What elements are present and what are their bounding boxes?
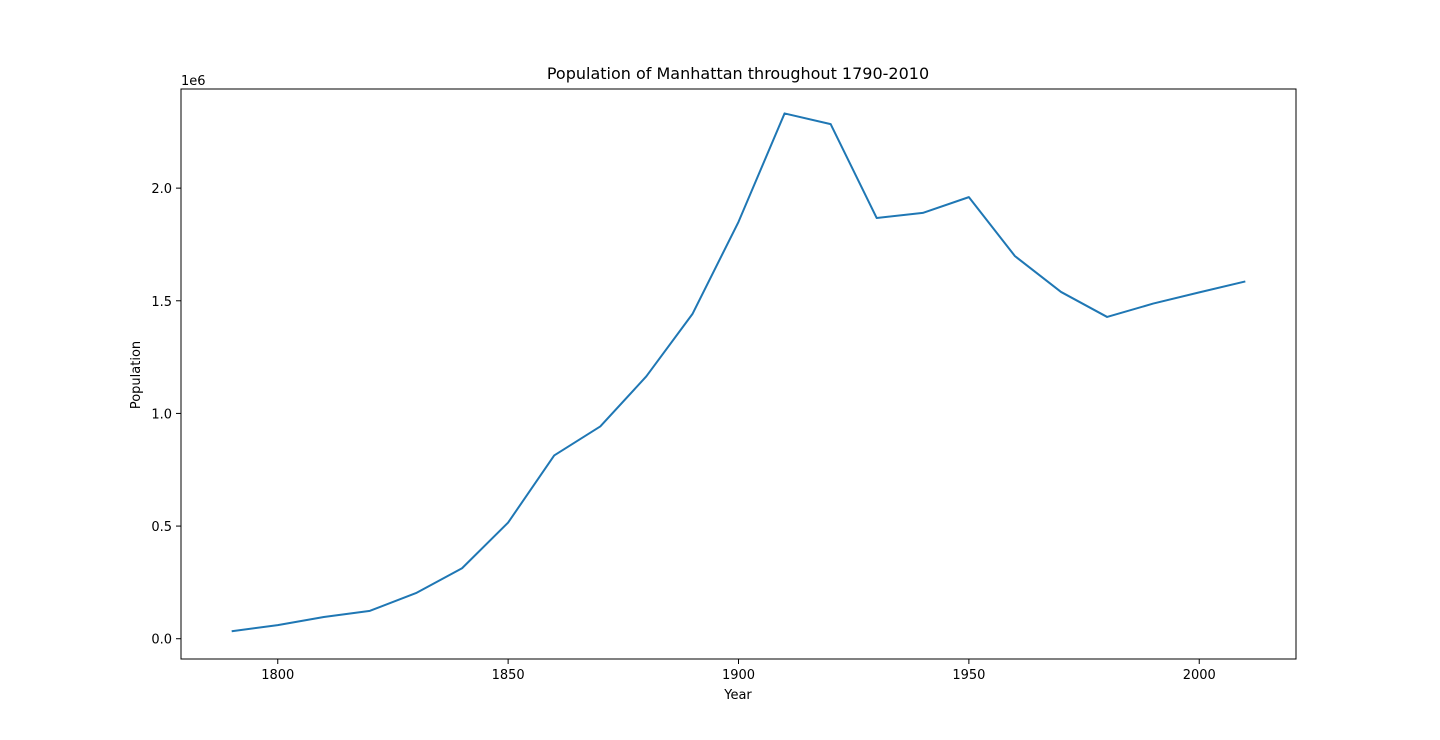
series-line-0 [231, 112, 1246, 633]
y-tick-label: 1.0 [151, 407, 172, 422]
x-axis-label: Year [723, 688, 752, 703]
y-tick-label: 0.0 [151, 633, 172, 648]
y-tick-label: 0.5 [151, 520, 172, 535]
x-tick-label: 1800 [261, 668, 294, 683]
x-tick-label: 2000 [1183, 668, 1216, 683]
x-tick-label: 1900 [722, 668, 755, 683]
x-tick-label: 1850 [492, 668, 525, 683]
chart-title: Population of Manhattan throughout 1790-… [547, 64, 929, 83]
y-axis-offset-label: 1e6 [181, 74, 206, 89]
plot-area: 1800 1850 1900 1950 2000 0.0 0.5 1.0 1.5 2.0 [151, 88, 1297, 683]
y-tick-label: 2.0 [151, 182, 172, 197]
x-tick-label: 1950 [952, 668, 985, 683]
y-tick-label: 1.5 [151, 295, 172, 310]
y-axis-label: Population [129, 341, 144, 409]
